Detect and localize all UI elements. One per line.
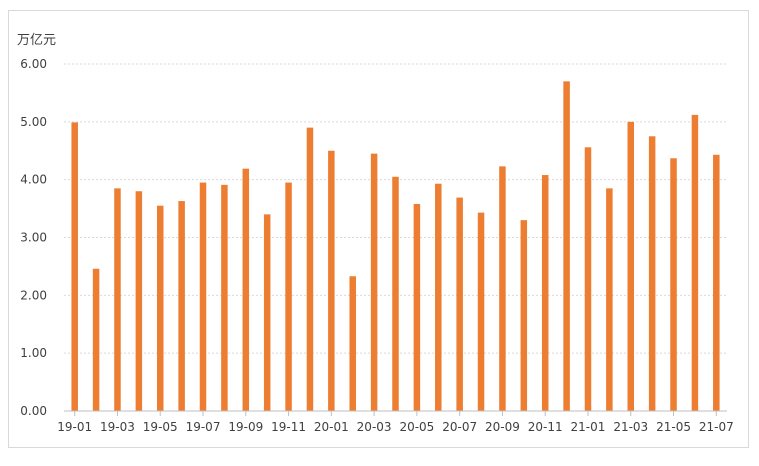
x-tick-label: 20-01 (314, 420, 349, 434)
bar (670, 158, 677, 411)
x-tick-label: 21-03 (613, 420, 648, 434)
y-tick-label: 2.00 (20, 288, 47, 302)
x-axis-ticks: 19-01 19-03 19-05 19-07 19-09 19-11 20-01 20-03… (57, 411, 734, 434)
y-axis-unit-label: 万亿元 (17, 33, 56, 48)
bar (584, 147, 592, 411)
bar (349, 276, 356, 411)
bar (178, 201, 185, 411)
bar (156, 205, 164, 411)
y-tick-label: 6.00 (20, 57, 47, 71)
x-tick-label: 19-05 (143, 420, 178, 434)
bar (499, 166, 506, 411)
gridlines (64, 63, 727, 354)
y-tick-label: 5.00 (20, 115, 47, 129)
bar (691, 114, 699, 411)
bar (263, 214, 271, 411)
x-tick-label: 20-09 (485, 420, 520, 434)
bar (627, 121, 635, 411)
bar (135, 191, 143, 411)
bar (435, 183, 442, 411)
x-tick-label: 20-07 (442, 420, 477, 434)
bar (306, 127, 314, 411)
x-tick-label: 20-11 (528, 420, 563, 434)
x-tick-label: 19-01 (57, 420, 92, 434)
bar (328, 150, 335, 411)
bar (520, 220, 528, 411)
bars (71, 81, 720, 411)
bar (713, 154, 720, 411)
y-tick-label: 4.00 (20, 173, 47, 187)
x-tick-label: 19-11 (271, 420, 306, 434)
y-tick-label: 0.00 (20, 404, 47, 418)
x-tick-label: 19-03 (100, 420, 135, 434)
y-tick-label: 1.00 (20, 346, 47, 360)
x-tick-label: 21-07 (699, 420, 734, 434)
bar (242, 168, 250, 411)
bar (392, 176, 399, 411)
bar-chart: 万亿元 0.001.002.003.004.005.006.00 19-01 19… (17, 33, 734, 434)
x-tick-label: 19-07 (186, 420, 221, 434)
bar (92, 268, 100, 411)
bar (413, 203, 421, 411)
bar (199, 182, 207, 411)
bar (606, 188, 613, 411)
chart-frame: 万亿元 0.00 1.00 2.00 3.00 4.00 5.00 6.00 19-01 19… (8, 10, 749, 448)
bar (541, 175, 549, 411)
bar (370, 153, 378, 411)
bar (71, 122, 78, 411)
bar (648, 136, 656, 411)
bar (456, 197, 463, 411)
bar (285, 182, 292, 411)
bar (114, 188, 121, 411)
x-tick-label: 20-05 (399, 420, 434, 434)
x-tick-label: 19-09 (228, 420, 263, 434)
bar (221, 184, 228, 411)
bar (477, 212, 485, 411)
x-tick-label: 21-05 (656, 420, 691, 434)
x-tick-label: 20-03 (357, 420, 392, 434)
x-tick-label: 21-01 (571, 420, 606, 434)
y-axis-ticks: 0.00 1.00 2.00 3.00 4.00 5.00 6.00 (20, 57, 47, 418)
bar (563, 81, 570, 411)
y-tick-label: 3.00 (20, 231, 47, 245)
